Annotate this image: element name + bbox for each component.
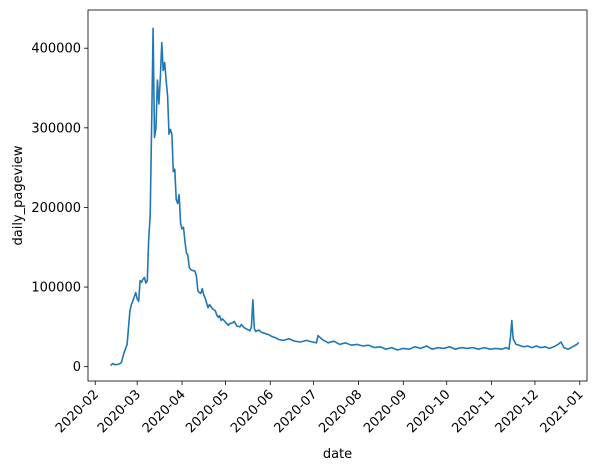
y-axis-title: daily_pageview <box>11 145 26 245</box>
y-tick-label: 0 <box>73 360 81 375</box>
x-axis-title: date <box>323 447 352 462</box>
y-axis: 0 100000 200000 300000 400000 <box>31 42 88 375</box>
y-tick-label: 200000 <box>31 201 81 216</box>
y-tick-label: 300000 <box>31 121 81 136</box>
plot-frame <box>87 9 588 382</box>
y-tick-label: 400000 <box>31 42 81 57</box>
series-line-daily-pageview <box>110 27 580 366</box>
y-tick-label: 100000 <box>31 281 81 296</box>
